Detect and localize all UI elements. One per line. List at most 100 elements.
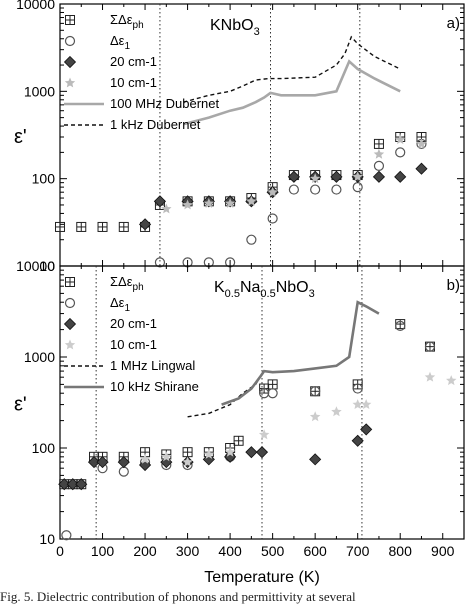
diamond-marker [202,453,215,466]
star-marker [258,429,270,440]
y-tick-label: 100 [32,171,56,187]
star-marker [373,148,385,159]
diamond-marker [117,456,130,469]
diamond-marker [63,317,77,331]
diamond-marker [87,456,101,469]
star-marker [203,448,215,459]
star-marker [331,406,342,417]
diamond-marker [309,453,322,466]
star-marker [224,446,236,457]
diamond-marker [287,170,300,183]
legend-entry-10-cm-1: 10 cm-1 [64,75,157,90]
diamond-marker [372,170,386,183]
legend-entry-1-mhz-lingwal: 1 MHz Lingwal [64,358,195,373]
diamond-marker [224,450,237,463]
square-plus-marker [373,138,384,149]
legend-label: 1 kHz Dubernet [110,117,201,132]
square-plus-marker [65,15,75,25]
diamond-marker [153,195,167,208]
star-marker [352,399,363,409]
y-tick-label: 10 [39,531,55,547]
star-marker [182,456,193,467]
diamond-marker [75,478,88,491]
x-tick-label: 800 [389,543,413,559]
y-tick-label: 100 [32,440,56,456]
star-marker [424,371,436,382]
panel-b: 10 100 1000 10000 0 100 200 300 400 500 600 700 800 9… [14,258,465,559]
y-tick-label: 10 [39,258,55,274]
star-marker [352,171,363,182]
x-tick-label: 400 [218,543,242,559]
circle-marker [310,386,321,397]
star-marker [309,173,321,184]
circle-marker [154,257,166,268]
diamond-marker [58,478,71,491]
series-line-10-khz-shirane [221,300,380,406]
x-tick-label: 700 [346,543,370,559]
material-formula: KNbO3 [210,17,260,38]
y-tick-label: 10000 [16,258,55,274]
x-axis-label: Temperature (K) [204,569,320,586]
figure-caption: Fig. 5. Dielectric contribution of phono… [0,589,356,604]
diamond-marker [66,478,79,491]
x-tick-label: 200 [133,543,157,559]
series-line-1-khz-dubernet [183,35,401,103]
star-marker [64,339,76,350]
circle-marker [246,234,257,245]
y-axis-label: ε' [14,126,27,148]
circle-marker [331,184,342,195]
star-marker [139,453,151,464]
legend-entry-ph: ΣΔεph [65,274,144,293]
square-plus-marker [97,221,108,232]
star-marker [203,198,215,208]
legend-entry-20-cm-1: 20 cm-1 [63,316,157,331]
diamond-marker [245,446,258,459]
circle-marker [288,184,299,195]
legend-label: 10 cm-1 [110,337,157,352]
circle-marker [64,35,76,47]
square-plus-marker [76,221,87,232]
panel-label: b) [447,277,460,294]
legend-entry-100-mhz-dubernet: 100 MHz Dubernet [64,96,219,111]
circle-marker [118,466,129,477]
star-marker [161,203,172,214]
y-tick-label: 10000 [16,0,55,12]
diamond-marker [394,170,407,183]
legend-entry-10-khz-shirane: 10 kHz Shirane [64,379,199,394]
legend-label: ΣΔεph [110,274,144,293]
legend-label: ΣΔεph [110,12,144,31]
circle-marker [64,297,76,309]
square-plus-marker [65,277,75,287]
star-marker [267,186,278,197]
x-tick-label: 600 [303,543,327,559]
legend-label: 10 kHz Shirane [110,379,199,394]
star-marker [446,375,457,386]
star-marker [182,199,193,210]
diamond-marker [96,456,109,469]
legend-label: 10 cm-1 [110,75,157,90]
circle-marker [267,388,278,399]
circle-marker [310,184,321,195]
material-formula: K0.5Na0.5NbO3 [214,279,315,300]
square-plus-marker [267,379,278,390]
diamond-marker [330,170,343,183]
star-marker [161,451,172,462]
star-marker [224,198,236,208]
x-tick-label: 500 [261,543,285,559]
circle-marker [395,320,406,331]
x-tick-label: 900 [431,543,455,559]
circle-marker [352,182,363,193]
circle-marker [424,341,436,352]
diamond-marker [360,423,373,436]
legend-label: 20 cm-1 [110,54,157,69]
y-tick-label: 1000 [24,83,55,99]
legend-entry-1-khz-dubernet: 1 kHz Dubernet [64,117,201,132]
square-plus-marker [182,447,193,458]
square-plus-marker [55,221,65,232]
circle-marker [373,160,385,172]
panel-label: a) [447,15,460,32]
y-axis-label: ε' [14,394,27,416]
x-tick-label: 300 [176,543,200,559]
star-marker [395,134,406,145]
circle-marker [352,383,363,394]
